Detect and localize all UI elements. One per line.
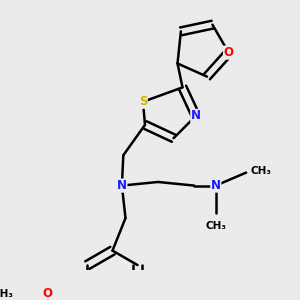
Text: S: S — [139, 95, 147, 108]
Text: CH₃: CH₃ — [250, 166, 271, 176]
Text: CH₃: CH₃ — [205, 221, 226, 231]
Text: N: N — [211, 179, 221, 192]
Text: O: O — [43, 287, 53, 300]
Text: N: N — [117, 179, 127, 192]
Text: CH₃: CH₃ — [0, 289, 14, 299]
Text: O: O — [224, 46, 234, 59]
Text: N: N — [191, 110, 201, 122]
